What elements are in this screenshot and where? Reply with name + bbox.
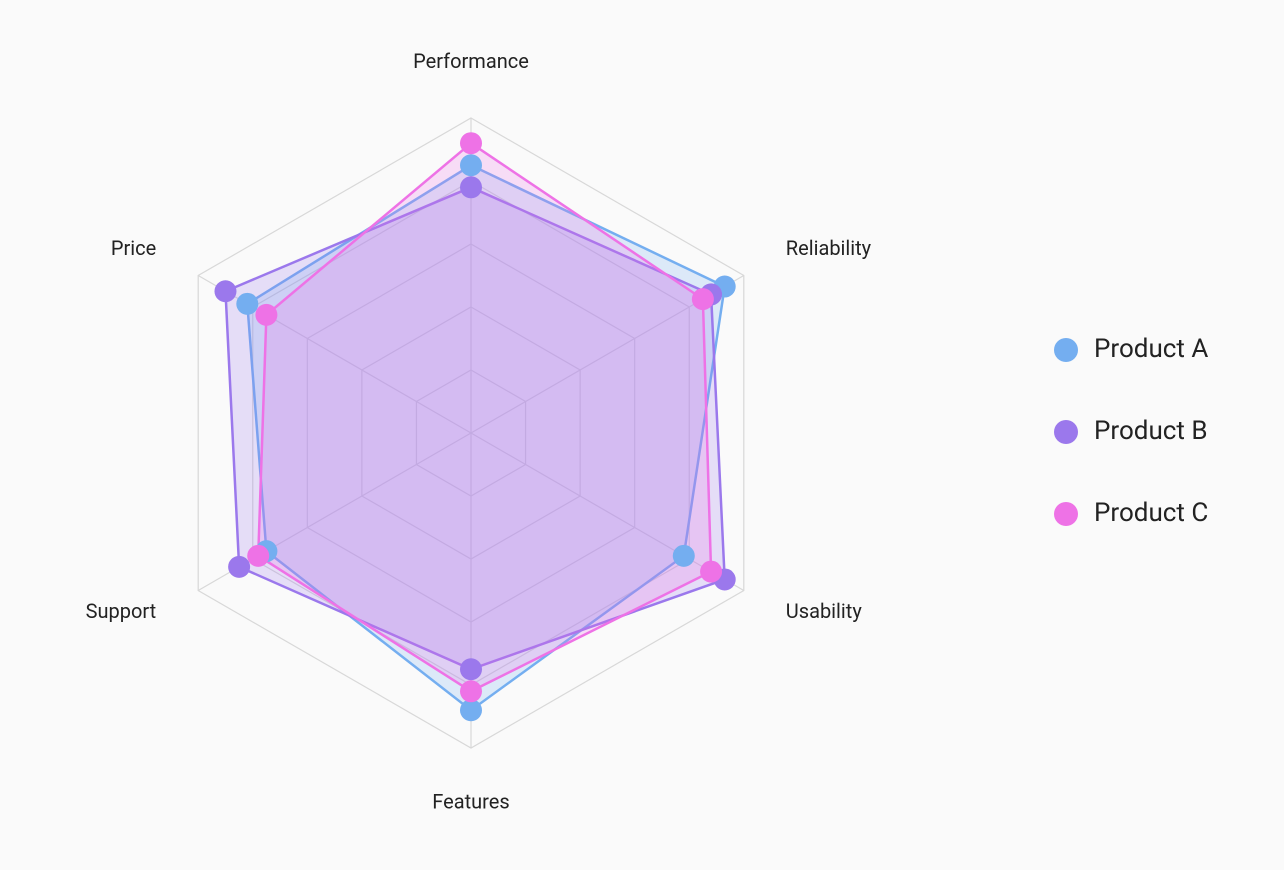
- data-point: [247, 544, 270, 567]
- data-point: [460, 132, 482, 155]
- axis-label: Reliability: [786, 236, 872, 260]
- legend-marker: [1054, 502, 1078, 526]
- grid-spoke: [470, 432, 745, 592]
- data-point: [460, 658, 482, 681]
- data-point: [214, 280, 237, 303]
- axis-label: Features: [432, 790, 509, 814]
- data-point: [691, 288, 714, 311]
- data-point: [228, 555, 251, 578]
- data-point: [460, 699, 482, 722]
- legend-label: Product C: [1094, 498, 1208, 528]
- data-point: [460, 154, 482, 177]
- legend-marker: [1054, 338, 1078, 362]
- data-point: [460, 176, 482, 199]
- data-point: [255, 303, 278, 326]
- legend-label: Product A: [1094, 334, 1208, 364]
- data-point: [236, 292, 259, 315]
- data-point: [460, 680, 482, 703]
- axis-label: Support: [86, 599, 157, 623]
- axis-label: Price: [111, 236, 156, 260]
- axis-label: Performance: [413, 49, 529, 73]
- axis-label: Usability: [786, 599, 863, 623]
- legend-label: Product B: [1094, 416, 1208, 446]
- legend-marker: [1054, 420, 1078, 444]
- data-point: [700, 560, 723, 583]
- data-point: [672, 544, 695, 567]
